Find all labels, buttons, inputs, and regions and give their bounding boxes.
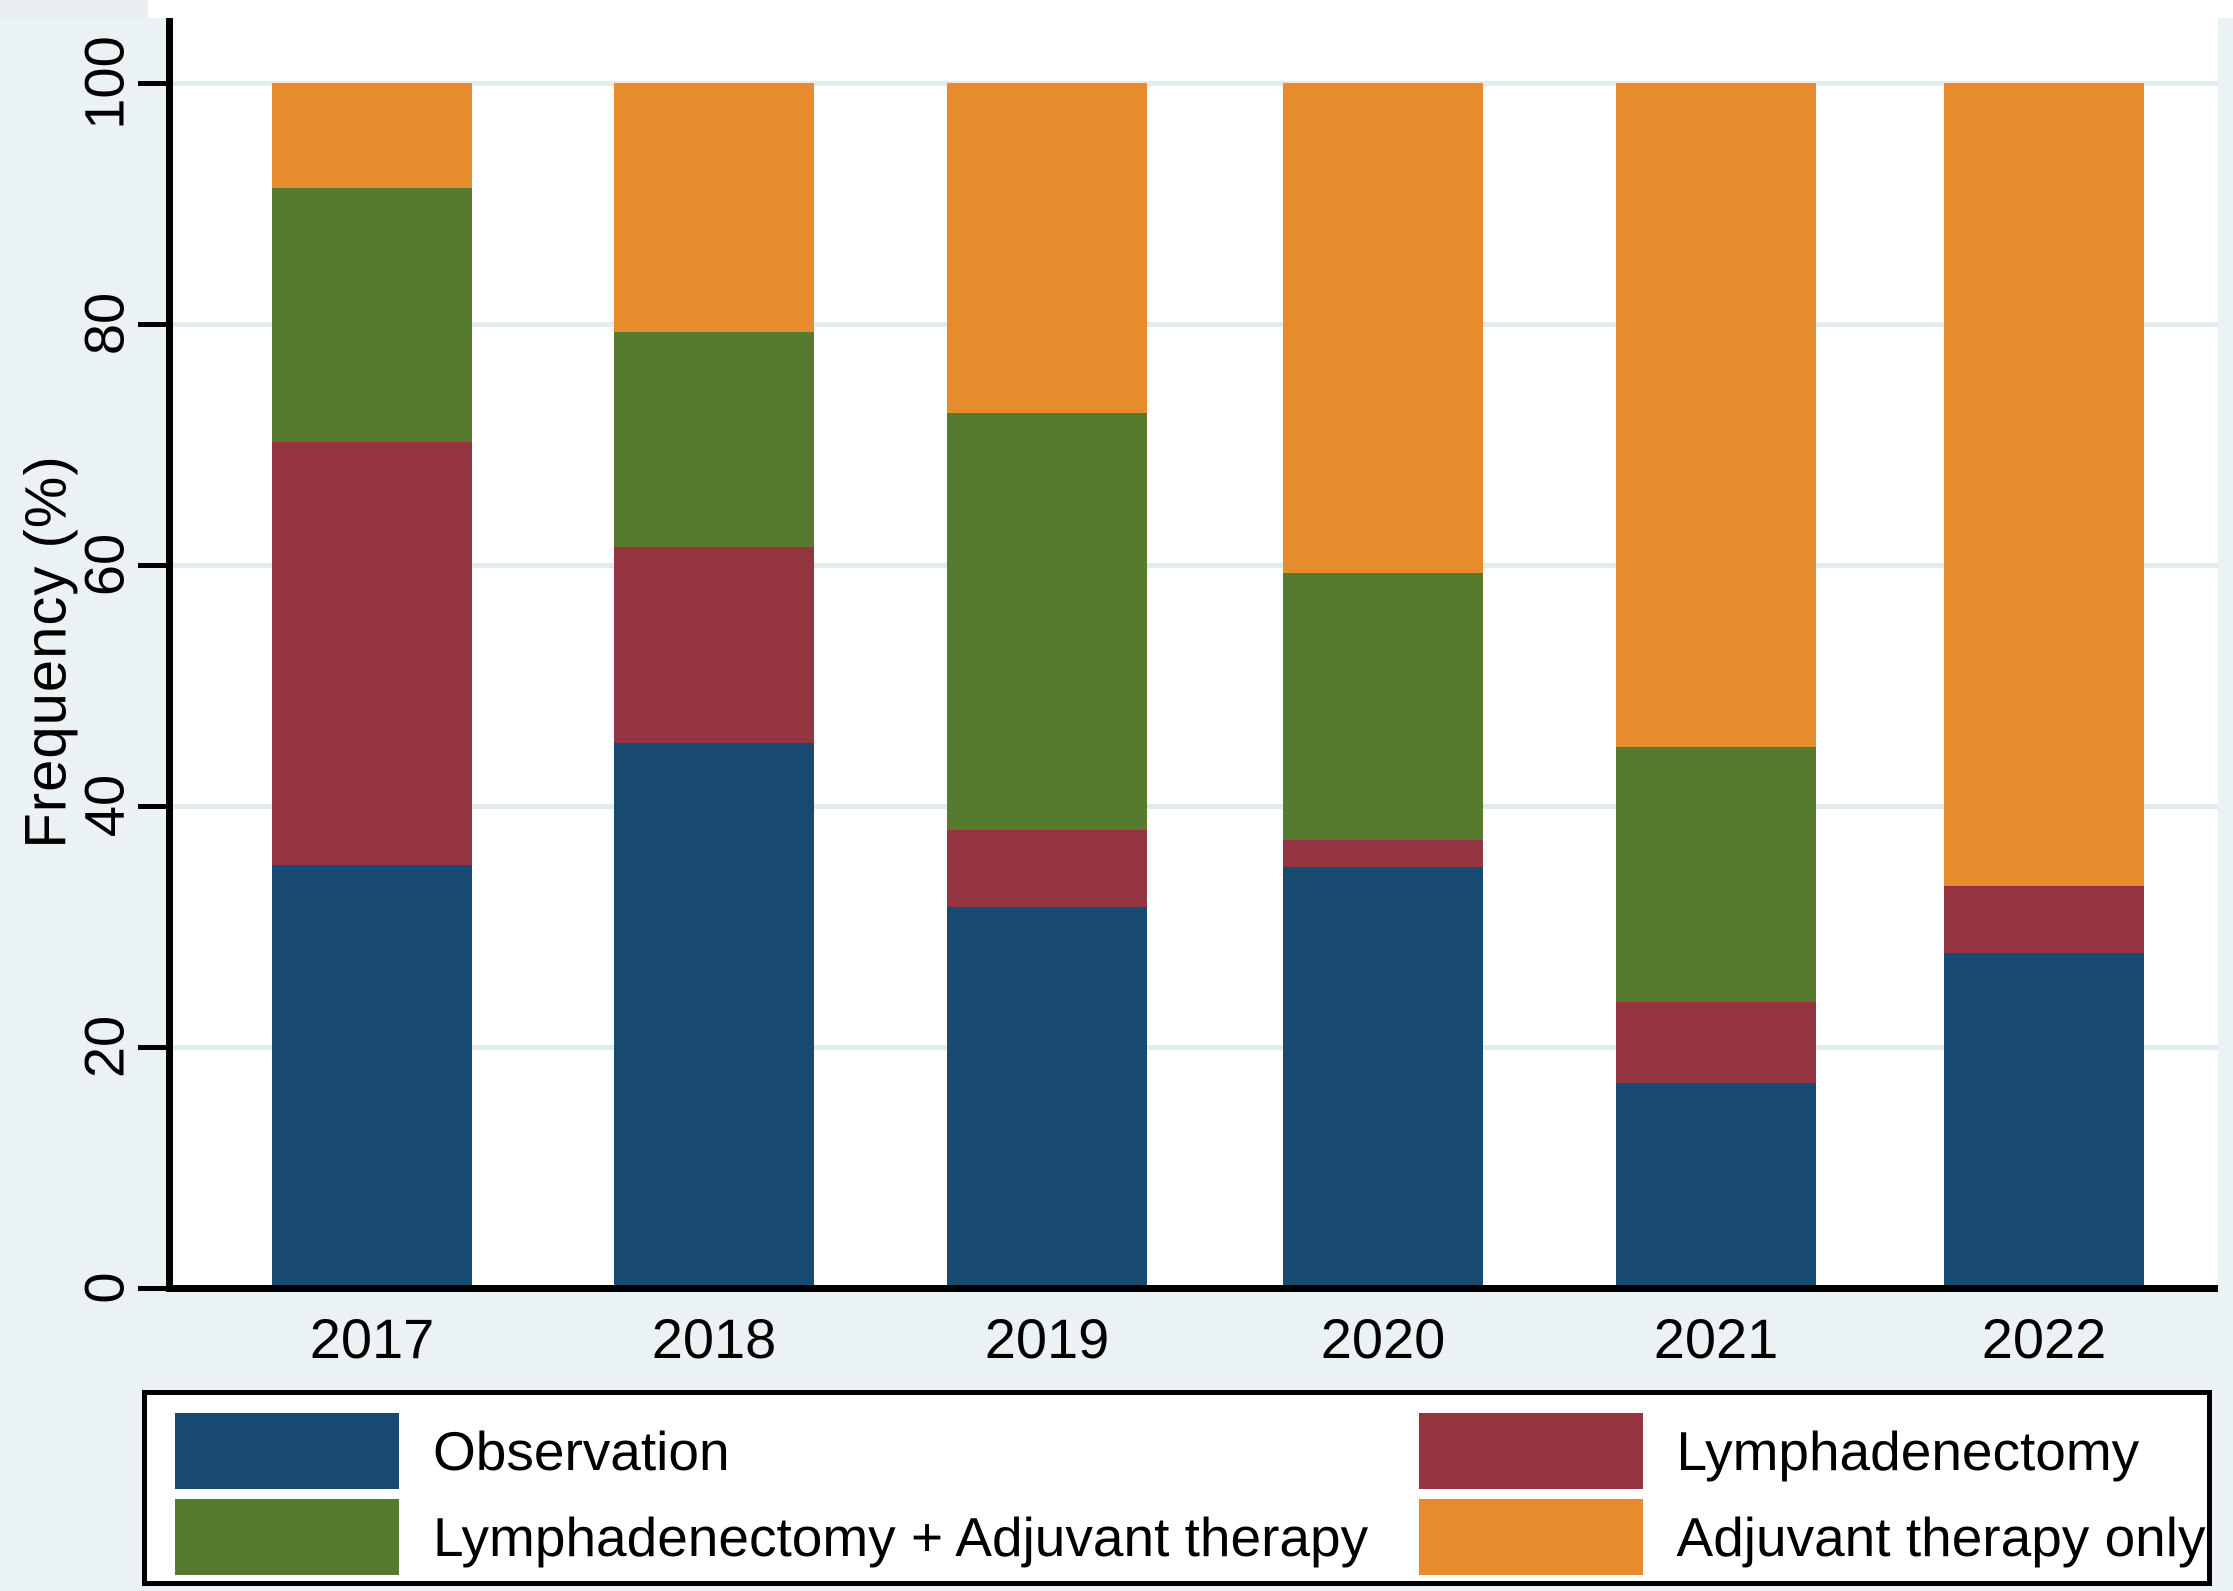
y-tick-label-40: 40: [72, 774, 136, 838]
gridline-20: [170, 1045, 2218, 1050]
page-top-strip: [0, 0, 2233, 18]
page-top-corner-block: [0, 0, 148, 18]
y-tick-label-80: 80: [72, 292, 136, 356]
legend-label-observation: Observation: [433, 1420, 730, 1482]
y-tick-label-100: 100: [72, 36, 136, 130]
bar-segment-2020-observation: [1283, 867, 1483, 1288]
y-tick-100: [138, 81, 167, 86]
x-tick-label-2020: 2020: [1320, 1307, 1446, 1370]
x-tick-label-2018: 2018: [651, 1307, 777, 1370]
x-tick-label-2019: 2019: [984, 1307, 1110, 1370]
y-tick-label-20: 20: [72, 1015, 136, 1079]
legend-item-observation: Observation: [175, 1413, 1419, 1489]
bar-2017: [272, 18, 472, 1288]
y-tick-20: [138, 1045, 167, 1050]
bar-2019: [947, 18, 1147, 1288]
x-tick-label-2021: 2021: [1653, 1307, 1779, 1370]
bar-segment-2017-adjuvant-therapy-only: [272, 83, 472, 188]
bar-segment-2020-adjuvant-therapy-only: [1283, 83, 1483, 574]
gridline-40: [170, 804, 2218, 809]
gridline-60: [170, 563, 2218, 568]
legend-swatch-adjuvant-therapy-only: [1418, 1499, 1643, 1575]
legend-swatch-lymphadenectomy: [1418, 1413, 1643, 1489]
bar-segment-2022-lymphadenectomy: [1944, 885, 2144, 954]
plot-area: [170, 18, 2218, 1288]
legend: Observation Lymphadenectomy Lymphadenectom…: [142, 1390, 2212, 1586]
bar-segment-2018-lymphadenectomy-adjuvant-therapy: [614, 332, 814, 547]
bar-segment-2022-adjuvant-therapy-only: [1944, 83, 2144, 886]
bar-segment-2020-lymphadenectomy-adjuvant-therapy: [1283, 573, 1483, 840]
bar-segment-2018-observation: [614, 743, 814, 1288]
bar-segment-2021-observation: [1616, 1083, 1816, 1288]
legend-item-adjuvant-therapy-only: Adjuvant therapy only: [1418, 1499, 2205, 1575]
bar-segment-2017-lymphadenectomy-adjuvant-therapy: [272, 187, 472, 443]
bar-segment-2019-lymphadenectomy-adjuvant-therapy: [947, 413, 1147, 831]
bar-segment-2021-lymphadenectomy-adjuvant-therapy: [1616, 746, 1816, 1003]
bar-segment-2019-lymphadenectomy: [947, 830, 1147, 908]
bar-segment-2019-observation: [947, 907, 1147, 1288]
y-tick-label-0: 0: [72, 1272, 136, 1304]
bar-2022: [1944, 18, 2144, 1288]
x-tick-label-2017: 2017: [309, 1307, 435, 1370]
bar-2018: [614, 18, 814, 1288]
bar-segment-2017-observation: [272, 865, 472, 1288]
legend-label-lymphadenectomy-adjuvant-therapy: Lymphadenectomy + Adjuvant therapy: [433, 1506, 1369, 1568]
y-tick-0: [138, 1286, 167, 1291]
bar-2021: [1616, 18, 1816, 1288]
bar-segment-2021-lymphadenectomy: [1616, 1002, 1816, 1084]
y-axis-title: Frequency (%): [13, 455, 79, 849]
legend-item-lymphadenectomy-adjuvant-therapy: Lymphadenectomy + Adjuvant therapy: [175, 1499, 1419, 1575]
gridline-100: [170, 81, 2218, 86]
y-tick-60: [138, 563, 167, 568]
y-axis-line: [166, 18, 173, 1292]
legend-swatch-lymphadenectomy-adjuvant-therapy: [175, 1499, 399, 1575]
y-tick-label-60: 60: [72, 533, 136, 597]
x-tick-label-2022: 2022: [1981, 1307, 2107, 1370]
bar-segment-2017-lymphadenectomy: [272, 442, 472, 866]
y-tick-80: [138, 322, 167, 327]
legend-label-adjuvant-therapy-only: Adjuvant therapy only: [1676, 1506, 2206, 1568]
bar-segment-2020-lymphadenectomy: [1283, 839, 1483, 868]
bar-segment-2018-adjuvant-therapy-only: [614, 83, 814, 333]
bar-segment-2022-observation: [1944, 953, 2144, 1288]
x-axis-line: [166, 1285, 2218, 1292]
bar-2020: [1283, 18, 1483, 1288]
legend-label-lymphadenectomy: Lymphadenectomy: [1676, 1420, 2140, 1482]
y-tick-40: [138, 804, 167, 809]
bar-segment-2018-lymphadenectomy: [614, 546, 814, 744]
legend-item-lymphadenectomy: Lymphadenectomy: [1418, 1413, 2197, 1489]
bar-segment-2019-adjuvant-therapy-only: [947, 83, 1147, 414]
legend-swatch-observation: [175, 1413, 399, 1489]
gridline-80: [170, 322, 2218, 327]
bar-segment-2021-adjuvant-therapy-only: [1616, 83, 1816, 747]
